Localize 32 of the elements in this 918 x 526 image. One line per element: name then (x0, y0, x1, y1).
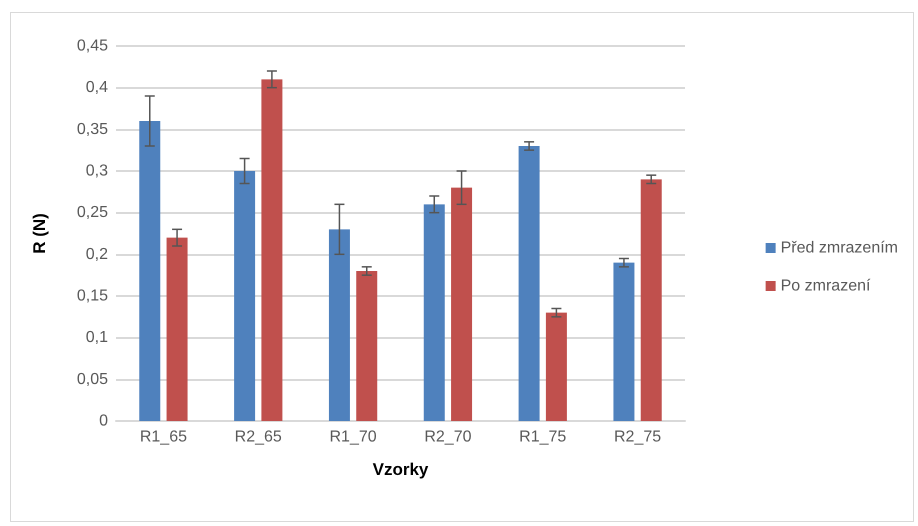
x-tick-label: R1_75 (519, 428, 566, 446)
y-axis-title: R (N) (30, 213, 49, 254)
y-tick-label: 0,3 (86, 162, 108, 180)
bar (424, 204, 445, 421)
bar (139, 121, 160, 421)
bar (166, 238, 188, 421)
bar (234, 171, 256, 421)
y-tick-label: 0,1 (86, 329, 108, 346)
bar (640, 179, 662, 421)
y-tick-label: 0,05 (76, 370, 108, 388)
bar (613, 262, 634, 421)
bar (328, 229, 350, 421)
x-tick-label: R2_65 (234, 428, 282, 446)
bar (546, 312, 567, 421)
y-tick-label: 0,35 (76, 120, 108, 138)
y-tick-label: 0,4 (86, 79, 108, 96)
bar (518, 146, 540, 421)
x-axis-title: Vzorky (372, 460, 429, 479)
legend-label: Po zmrazení (780, 278, 871, 294)
x-tick-label: R2_75 (614, 428, 662, 446)
legend-label: Před zmrazením (780, 240, 898, 256)
y-tick-label: 0,2 (86, 246, 108, 263)
x-tick-label: R1_65 (140, 428, 188, 446)
x-tick-label: R1_70 (330, 428, 377, 446)
y-tick-label: 0,15 (76, 288, 108, 304)
y-tick-label: 0,45 (76, 38, 108, 54)
bar (261, 79, 282, 421)
y-tick-label: 0 (99, 412, 108, 430)
bar (451, 188, 472, 421)
y-tick-label: 0,25 (76, 204, 108, 222)
x-tick-label: R2_70 (424, 428, 472, 446)
bar (356, 271, 378, 421)
